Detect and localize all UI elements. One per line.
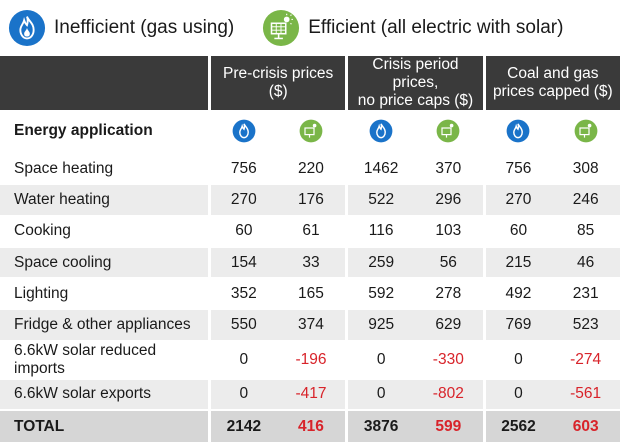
table-cell: 116 [345, 216, 414, 248]
header-crisis: Crisis period prices, no price caps ($) [345, 56, 483, 110]
table-cell: 278 [413, 279, 483, 311]
header-blank [0, 56, 208, 110]
flame-icon [369, 119, 393, 143]
table-cell: 0 [208, 341, 277, 380]
row-label: 6.6kW solar reduced imports [0, 341, 208, 380]
table-cell: -561 [551, 379, 620, 412]
solar-panel-icon [263, 9, 300, 47]
table-cell: 352 [208, 279, 277, 311]
table-cell: 220 [276, 154, 346, 186]
col-icon-gas [345, 110, 414, 154]
row-label: 6.6kW solar exports [0, 379, 208, 412]
col-icon-electric [413, 110, 483, 154]
table-cell: -196 [276, 341, 346, 380]
table-cell: 33 [276, 247, 346, 280]
col-icon-electric [276, 110, 346, 154]
flame-icon [8, 9, 46, 47]
table-cell: 522 [345, 185, 414, 217]
table-cell: 176 [276, 185, 346, 217]
energy-cost-table: Pre-crisis prices ($) Crisis period price… [0, 56, 620, 442]
table-header-row: Pre-crisis prices ($) Crisis period price… [0, 56, 620, 110]
table-cell: -802 [413, 379, 483, 412]
header-pre-crisis: Pre-crisis prices ($) [208, 56, 346, 110]
legend-item-electric: Efficient (all electric with solar) [262, 9, 563, 47]
table-cell: 756 [482, 154, 552, 186]
table-row: Lighting 352 165 592 278 492 231 [0, 279, 620, 311]
table-cell: 296 [413, 185, 483, 217]
table-row: Water heating 270 176 522 296 270 246 [0, 185, 620, 217]
table-cell: 925 [345, 310, 414, 342]
table-cell: 756 [208, 154, 277, 186]
legend-gas-label: Inefficient (gas using) [54, 17, 235, 38]
table-cell: 246 [551, 185, 620, 217]
table-cell: 46 [551, 247, 620, 280]
table-cell: 61 [276, 216, 346, 248]
flame-icon [232, 119, 256, 143]
table-row: Cooking 60 61 116 103 60 85 [0, 216, 620, 248]
table-row: 6.6kW solar reduced imports 0 -196 0 -330 0 -2… [0, 341, 620, 380]
table-cell: 603 [551, 411, 620, 442]
table-cell: 308 [551, 154, 620, 186]
table-cell: 0 [345, 341, 414, 380]
row-label: Fridge & other appliances [0, 310, 208, 342]
table-cell: 56 [413, 247, 483, 280]
solar-panel-icon [436, 119, 460, 143]
table-cell: 523 [551, 310, 620, 342]
table-row: Fridge & other appliances 550 374 925 629 769… [0, 310, 620, 342]
total-row: TOTAL 2142 416 3876 599 2562 603 [0, 411, 620, 442]
table-cell: 270 [482, 185, 552, 217]
col-icon-electric [551, 110, 620, 154]
table-cell: 165 [276, 279, 346, 311]
legend: Inefficient (gas using) Efficient (all e… [0, 0, 620, 56]
row-label: Cooking [0, 216, 208, 248]
table-cell: 270 [208, 185, 277, 217]
legend-electric-label: Efficient (all electric with solar) [308, 17, 564, 38]
row-label: Space heating [0, 154, 208, 186]
table-cell: 769 [482, 310, 552, 342]
row-label: Lighting [0, 279, 208, 311]
row-label: Water heating [0, 185, 208, 217]
table-cell: 231 [551, 279, 620, 311]
icon-row: Energy application [0, 110, 620, 154]
table-cell: -330 [413, 341, 483, 380]
flame-icon [507, 119, 530, 143]
table-row: 6.6kW solar exports 0 -417 0 -802 0 -561 [0, 379, 620, 412]
table-cell: 60 [482, 216, 552, 248]
row-header-label: Energy application [0, 110, 208, 154]
row-label: Space cooling [0, 247, 208, 280]
solar-panel-icon [574, 119, 598, 143]
table-cell: 599 [413, 411, 483, 442]
table-cell: -274 [551, 341, 620, 380]
table-cell: 215 [482, 247, 552, 280]
table-cell: 592 [345, 279, 414, 311]
table-cell: 0 [208, 379, 277, 412]
table-cell: 2562 [482, 411, 552, 442]
table-cell: 416 [276, 411, 346, 442]
table-cell: 550 [208, 310, 277, 342]
table-row: Space cooling 154 33 259 56 215 46 [0, 247, 620, 280]
table-row: Space heating 756 220 1462 370 756 308 [0, 154, 620, 186]
table-cell: 0 [482, 341, 552, 380]
table-cell: 259 [345, 247, 414, 280]
table-cell: -417 [276, 379, 346, 412]
table-cell: 154 [208, 247, 277, 280]
table-cell: 370 [413, 154, 483, 186]
table-cell: 103 [413, 216, 483, 248]
legend-item-gas: Inefficient (gas using) [8, 9, 234, 47]
table-cell: 2142 [208, 411, 277, 442]
table-cell: 492 [482, 279, 552, 311]
row-label: TOTAL [0, 411, 208, 442]
table-cell: 0 [345, 379, 414, 412]
table-cell: 629 [413, 310, 483, 342]
table-cell: 0 [482, 379, 552, 412]
table-cell: 3876 [345, 411, 414, 442]
table-cell: 60 [208, 216, 277, 248]
table-cell: 374 [276, 310, 346, 342]
col-icon-gas [482, 110, 552, 154]
col-icon-gas [208, 110, 277, 154]
table-cell: 85 [551, 216, 620, 248]
table-cell: 1462 [345, 154, 414, 186]
solar-panel-icon [299, 119, 323, 143]
header-capped: Coal and gas prices capped ($) [482, 56, 620, 110]
